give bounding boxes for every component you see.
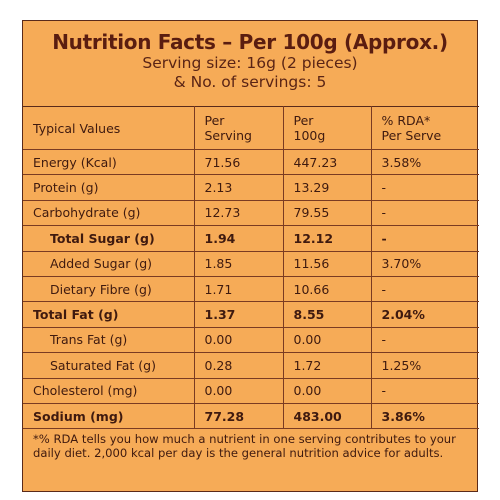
header-per-serving-line2: Serving — [204, 128, 253, 143]
row-per-serving: 77.28 — [193, 402, 284, 430]
header-per-serving: Per Serving — [193, 106, 284, 150]
row-per-100g: 13.29 — [282, 174, 372, 201]
row-label: Saturated Fat (g) — [23, 352, 195, 379]
row-per-100g: 79.55 — [282, 199, 372, 227]
row-per-serving: 1.94 — [193, 225, 284, 252]
table-row-total-sugar: Total Sugar (g) 1.94 12.12 - — [23, 225, 479, 252]
row-per-100g: 0.00 — [282, 326, 372, 354]
row-label: Total Sugar (g) — [23, 225, 195, 252]
row-rda: - — [370, 199, 479, 227]
row-label: Added Sugar (g) — [23, 250, 195, 277]
row-label: Total Fat (g) — [23, 301, 195, 328]
servings-count: & No. of servings: 5 — [173, 73, 327, 91]
row-label: Carbohydrate (g) — [23, 199, 195, 227]
table-header-row: Typical Values Per Serving Per 100g % RDA*… — [23, 106, 479, 150]
nutrition-facts-panel: Nutrition Facts – Per 100g (Approx.) Ser… — [22, 20, 479, 492]
row-label: Energy (Kcal) — [23, 148, 195, 176]
row-per-serving: 0.00 — [193, 377, 284, 404]
row-rda: - — [370, 225, 479, 252]
table-row-trans-fat: Trans Fat (g) 0.00 0.00 - — [23, 326, 479, 354]
row-rda: - — [370, 326, 479, 354]
table-row-dietary-fibre: Dietary Fibre (g) 1.71 10.66 - — [23, 275, 479, 303]
row-label: Protein (g) — [23, 174, 195, 201]
table-row-sodium: Sodium (mg) 77.28 483.00 3.86% — [23, 402, 479, 430]
row-per-100g: 483.00 — [282, 402, 372, 430]
row-per-serving: 0.28 — [193, 352, 284, 379]
row-per-serving: 2.13 — [193, 174, 284, 201]
table-row-protein: Protein (g) 2.13 13.29 - — [23, 174, 479, 201]
header-per-100g-line2: 100g — [293, 128, 326, 143]
row-per-100g: 447.23 — [282, 148, 372, 176]
row-per-100g: 8.55 — [282, 301, 372, 328]
row-per-100g: 1.72 — [282, 352, 372, 379]
header-per-100g-line1: Per — [293, 113, 314, 128]
table-row-added-sugar: Added Sugar (g) 1.85 11.56 3.70% — [23, 250, 479, 277]
table-row-energy: Energy (Kcal) 71.56 447.23 3.58% — [23, 148, 479, 176]
table-row-saturated-fat: Saturated Fat (g) 0.28 1.72 1.25% — [23, 352, 479, 379]
row-rda: - — [370, 275, 479, 303]
table-row-total-fat: Total Fat (g) 1.37 8.55 2.04% — [23, 301, 479, 328]
nutrition-table: Typical Values Per Serving Per 100g % RDA*… — [23, 106, 479, 430]
row-per-serving: 1.37 — [193, 301, 284, 328]
row-per-serving: 0.00 — [193, 326, 284, 354]
header-per-100g: Per 100g — [282, 106, 372, 150]
row-rda: 3.58% — [370, 148, 479, 176]
row-rda: 1.25% — [370, 352, 479, 379]
row-per-serving: 12.73 — [193, 199, 284, 227]
row-label: Sodium (mg) — [23, 402, 195, 430]
row-per-100g: 10.66 — [282, 275, 372, 303]
header-rda-line2: Per Serve — [381, 128, 442, 143]
row-rda: 2.04% — [370, 301, 479, 328]
row-per-serving: 71.56 — [193, 148, 284, 176]
header-rda: % RDA* Per Serve — [370, 106, 479, 150]
row-per-100g: 11.56 — [282, 250, 372, 277]
table-row-cholesterol: Cholesterol (mg) 0.00 0.00 - — [23, 377, 479, 404]
row-label: Trans Fat (g) — [23, 326, 195, 354]
row-per-serving: 1.85 — [193, 250, 284, 277]
row-label: Dietary Fibre (g) — [23, 275, 195, 303]
row-rda: - — [370, 377, 479, 404]
header-rda-line1: % RDA* — [381, 113, 431, 128]
row-per-serving: 1.71 — [193, 275, 284, 303]
row-per-100g: 0.00 — [282, 377, 372, 404]
row-rda: - — [370, 174, 479, 201]
page-title: Nutrition Facts – Per 100g (Approx.) — [52, 30, 448, 54]
header-per-serving-line1: Per — [204, 113, 225, 128]
row-per-100g: 12.12 — [282, 225, 372, 252]
header-typical-values: Typical Values — [23, 106, 195, 150]
rda-footnote: *% RDA tells you how much a nutrient in … — [33, 432, 456, 460]
row-label: Cholesterol (mg) — [23, 377, 195, 404]
row-rda: 3.70% — [370, 250, 479, 277]
serving-size: Serving size: 16g (2 pieces) — [142, 54, 358, 72]
row-rda: 3.86% — [370, 402, 479, 430]
table-row-carbohydrate: Carbohydrate (g) 12.73 79.55 - — [23, 199, 479, 227]
